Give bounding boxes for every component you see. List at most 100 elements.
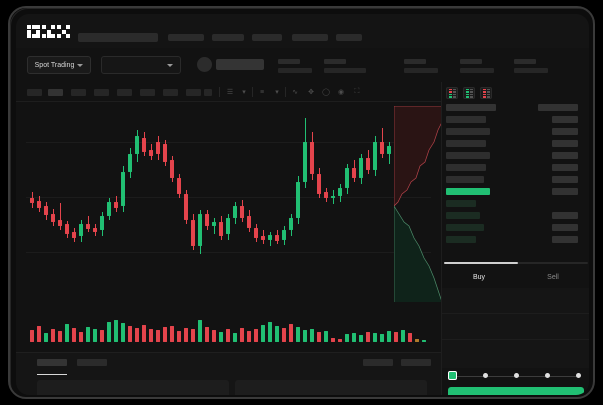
candle xyxy=(100,102,104,302)
logo-letter-o xyxy=(27,25,40,38)
orderbook-view-both[interactable] xyxy=(446,87,458,99)
candle xyxy=(296,102,300,302)
timeframe-button-3[interactable] xyxy=(71,89,86,96)
tab-buy[interactable]: Buy xyxy=(472,274,486,281)
orderbook-quantity xyxy=(446,164,486,171)
order-form-tabs: Buy Sell xyxy=(442,268,589,288)
chevron-down-icon xyxy=(167,64,173,67)
orderbook-header-row[interactable] xyxy=(442,104,589,112)
timeframe-button-1[interactable] xyxy=(27,89,42,96)
candle-body xyxy=(156,142,160,154)
candle-body xyxy=(198,214,202,246)
orderbook-bid-row[interactable] xyxy=(442,200,589,208)
orderbook-bid-row[interactable] xyxy=(442,212,589,220)
orderbook-ask-row[interactable] xyxy=(442,164,589,172)
orderbook-bid-row[interactable] xyxy=(442,236,589,244)
candle-body xyxy=(373,142,377,170)
timeframe-button-9[interactable] xyxy=(204,89,212,96)
orderbook-scrollbar[interactable] xyxy=(444,262,518,264)
timeframe-button-4[interactable] xyxy=(94,89,109,96)
stat-value xyxy=(514,68,548,73)
volume-bar xyxy=(415,339,419,342)
candle-body xyxy=(128,154,132,172)
candle-body xyxy=(142,138,146,152)
timeframe-button-8[interactable] xyxy=(186,89,201,96)
order-field-1[interactable] xyxy=(442,288,589,314)
orderbook-ask-row[interactable] xyxy=(442,128,589,136)
orders-action-2[interactable] xyxy=(401,359,431,366)
depth-chart xyxy=(394,106,442,306)
trading-subheader: Spot Trading xyxy=(16,48,589,82)
order-field-3[interactable] xyxy=(442,340,589,368)
stat-block-5 xyxy=(514,59,548,73)
slider-stop-25[interactable] xyxy=(483,373,488,378)
orders-card-1[interactable] xyxy=(37,380,229,395)
camera-icon[interactable]: ◯ xyxy=(322,89,330,96)
pair-select[interactable] xyxy=(101,56,181,74)
line-tool-icon[interactable]: ∿ xyxy=(292,89,298,96)
orderbook-ask-row[interactable] xyxy=(442,116,589,124)
slider-stop-50[interactable] xyxy=(514,373,519,378)
candlestick-chart[interactable] xyxy=(16,102,441,302)
search-input[interactable] xyxy=(78,33,158,42)
candle-body xyxy=(93,228,97,232)
candle-body xyxy=(387,146,391,154)
nav-item-1[interactable] xyxy=(168,34,204,41)
candle xyxy=(198,102,202,302)
timeframe-button-7[interactable] xyxy=(163,89,178,96)
orderbook-bid-row[interactable] xyxy=(442,224,589,232)
chevron-down-icon[interactable]: ▾ xyxy=(242,89,246,96)
orders-tab-1[interactable] xyxy=(37,359,67,366)
candle-body xyxy=(177,178,181,194)
fullscreen-icon[interactable]: ⛶ xyxy=(354,88,360,95)
volume-bar xyxy=(156,330,160,342)
amount-slider[interactable] xyxy=(448,371,584,381)
timeframe-button-2[interactable] xyxy=(48,89,63,96)
candle xyxy=(128,102,132,302)
depth-ask-area xyxy=(394,106,442,207)
candle-body xyxy=(254,228,258,238)
okx-logo[interactable] xyxy=(27,25,70,38)
tab-sell[interactable]: Sell xyxy=(547,274,559,281)
chart-type-icon[interactable]: ≡ xyxy=(259,88,265,96)
mode-select[interactable]: Spot Trading xyxy=(27,56,91,74)
candle-body xyxy=(233,206,237,218)
settings-icon[interactable]: ◉ xyxy=(337,89,345,96)
timeframe-button-6[interactable] xyxy=(140,89,155,96)
volume-bar xyxy=(345,334,349,342)
volume-bar xyxy=(240,328,244,342)
orderbook-list[interactable] xyxy=(442,104,589,259)
slider-handle[interactable] xyxy=(448,371,457,380)
slider-stop-100[interactable] xyxy=(576,373,581,378)
candle-body xyxy=(366,158,370,170)
candle-wick xyxy=(213,218,215,234)
candle-body xyxy=(37,201,41,208)
chevron-down-icon-2[interactable]: ▾ xyxy=(275,89,279,96)
orderbook-view-asks[interactable] xyxy=(480,87,492,99)
orderbook-ask-row[interactable] xyxy=(442,176,589,184)
volume-bar xyxy=(289,324,293,342)
slider-stop-75[interactable] xyxy=(545,373,550,378)
volume-bar xyxy=(324,331,328,342)
nav-item-3[interactable] xyxy=(252,34,282,41)
nav-item-4[interactable] xyxy=(292,34,328,41)
orders-card-2[interactable] xyxy=(235,380,427,395)
orderbook-spread-row[interactable] xyxy=(442,188,589,196)
order-field-2[interactable] xyxy=(442,314,589,340)
orderbook-view-bids[interactable] xyxy=(463,87,475,99)
pencil-icon[interactable]: ✥ xyxy=(308,89,314,96)
nav-item-5[interactable] xyxy=(336,34,362,41)
timeframe-button-5[interactable] xyxy=(117,89,132,96)
indicator-icon[interactable]: ☰ xyxy=(226,89,234,96)
volume-bar xyxy=(303,330,307,342)
volume-bar xyxy=(317,332,321,342)
orders-action-1[interactable] xyxy=(363,359,393,366)
nav-item-2[interactable] xyxy=(212,34,244,41)
orderbook-ask-row[interactable] xyxy=(442,140,589,148)
orders-tab-2[interactable] xyxy=(77,359,107,366)
orderbook-ask-row[interactable] xyxy=(442,152,589,160)
submit-buy-button[interactable] xyxy=(448,387,584,395)
candle-body xyxy=(324,192,328,198)
orderbook-price xyxy=(552,152,578,159)
stat-value xyxy=(278,68,312,73)
